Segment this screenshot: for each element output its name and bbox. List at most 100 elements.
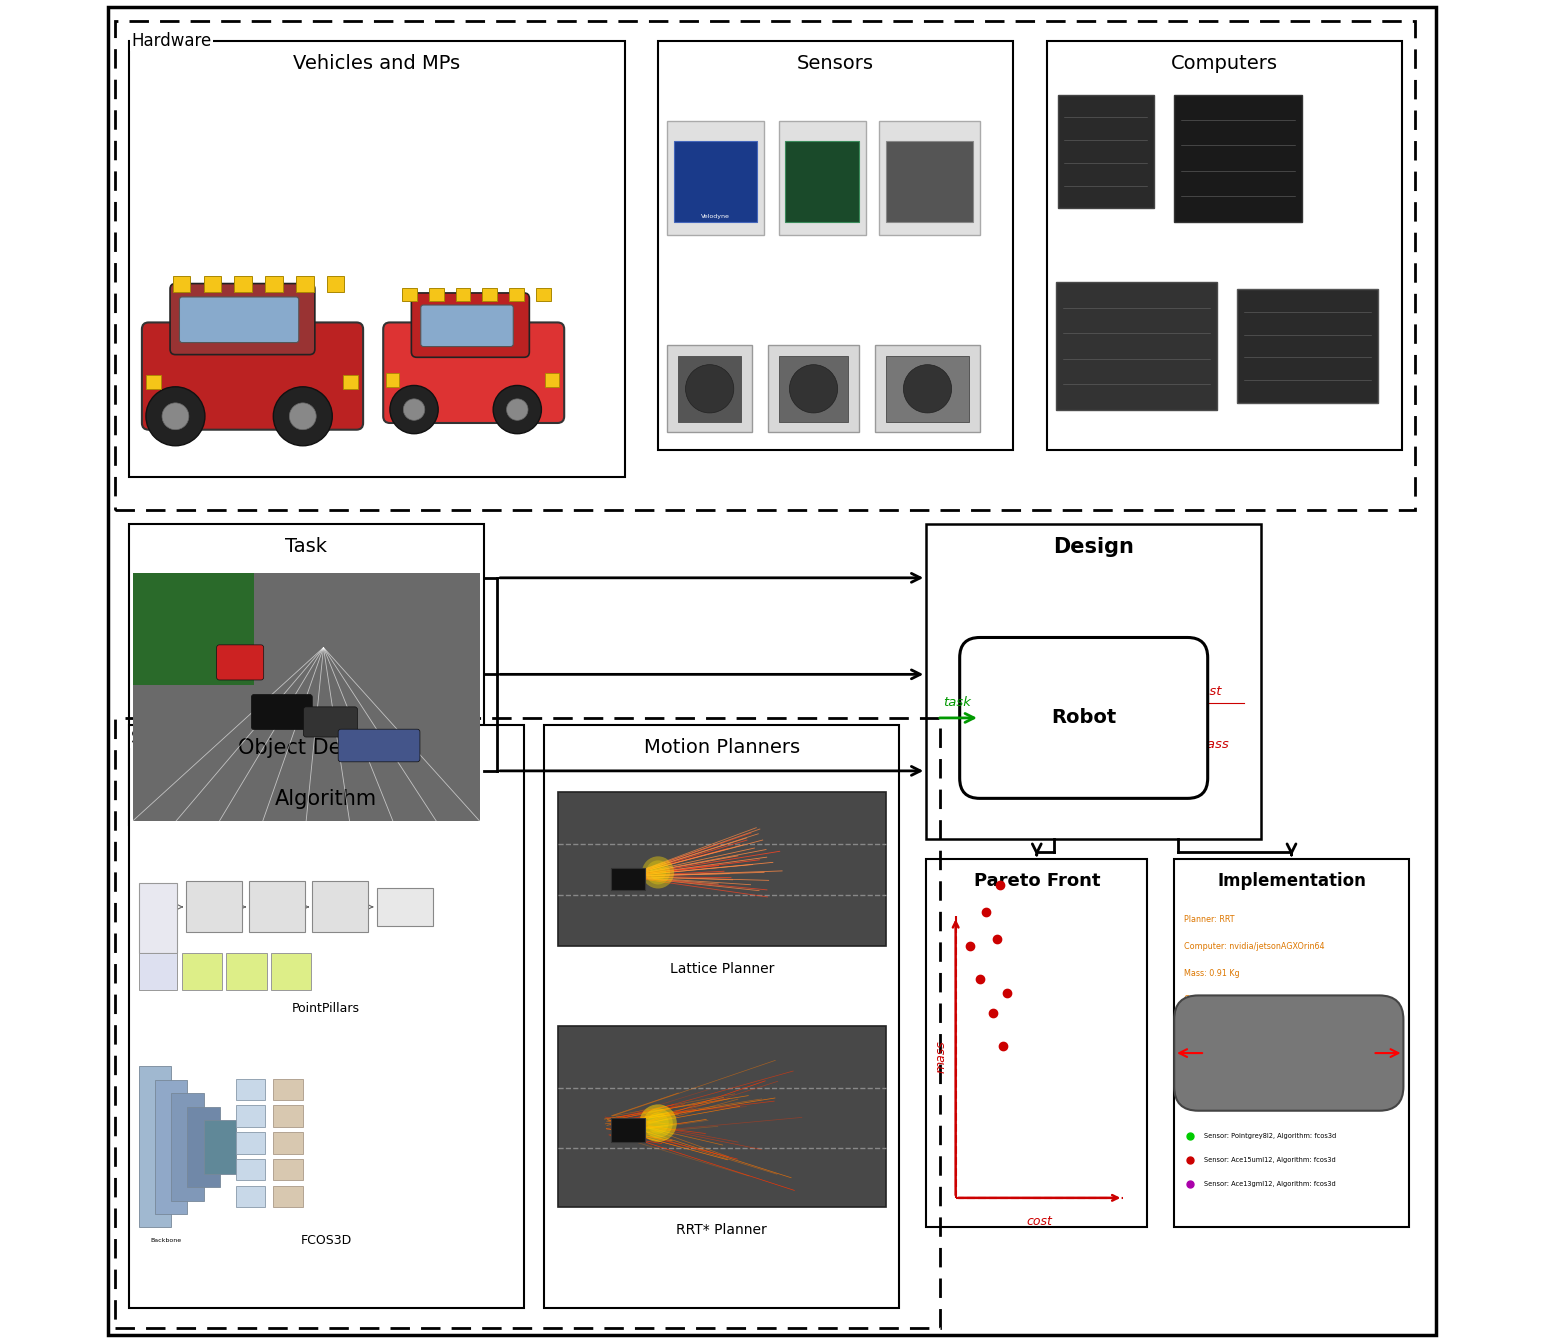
Text: Task: Task — [286, 537, 327, 556]
Text: task: task — [943, 695, 971, 709]
Bar — [482, 287, 497, 301]
FancyBboxPatch shape — [133, 573, 255, 684]
Bar — [270, 953, 310, 990]
Bar — [545, 373, 559, 386]
Text: Backbone
(2D CNN): Backbone (2D CNN) — [264, 902, 290, 913]
Text: Sensor: Ace13gml12, Algorithm: fcos3d: Sensor: Ace13gml12, Algorithm: fcos3d — [1204, 1181, 1336, 1188]
Bar — [343, 374, 358, 389]
Text: Pareto Front: Pareto Front — [974, 872, 1099, 890]
Bar — [778, 356, 848, 421]
Bar — [273, 1159, 303, 1181]
Circle shape — [273, 386, 332, 446]
Circle shape — [403, 399, 425, 420]
Text: Lattice Planner: Lattice Planner — [670, 962, 774, 976]
FancyBboxPatch shape — [411, 293, 530, 357]
Bar — [173, 275, 190, 291]
Text: Planner: RRT: Planner: RRT — [1184, 915, 1234, 925]
Text: mass: mass — [934, 1040, 948, 1074]
Bar — [273, 1186, 303, 1208]
Text: Pseudo
image: Pseudo image — [283, 966, 300, 977]
Text: cost: cost — [1027, 1216, 1053, 1228]
Bar — [273, 1079, 303, 1100]
Bar — [116, 718, 940, 1327]
Bar — [510, 287, 523, 301]
Bar — [667, 345, 752, 432]
Circle shape — [647, 1113, 669, 1134]
Text: P6: P6 — [247, 1168, 253, 1172]
Text: Algorithm: Algorithm — [275, 789, 377, 809]
Text: Velodyne: Velodyne — [701, 215, 730, 219]
Bar — [886, 141, 973, 221]
Text: P4: P4 — [247, 1114, 253, 1119]
Bar — [1047, 40, 1402, 450]
Bar — [273, 1133, 303, 1154]
Text: Cost: 55774.0 CHF: Cost: 55774.0 CHF — [1184, 996, 1258, 1004]
Text: Robot: Robot — [1051, 709, 1116, 727]
Text: Backbone: Backbone — [150, 1239, 182, 1243]
Bar — [377, 888, 432, 926]
Circle shape — [639, 1104, 676, 1142]
Text: cost: cost — [1195, 684, 1221, 698]
Circle shape — [789, 365, 838, 413]
Bar — [236, 1159, 266, 1181]
Bar — [1173, 94, 1302, 221]
Text: Pillar
Feature Net: Pillar Feature Net — [198, 902, 230, 913]
Text: Learned
Features: Learned Features — [236, 966, 256, 977]
Bar — [678, 356, 741, 421]
Bar — [139, 953, 176, 990]
FancyBboxPatch shape — [252, 694, 312, 730]
Bar — [557, 1027, 886, 1208]
FancyBboxPatch shape — [142, 322, 363, 429]
Text: mass: mass — [1195, 738, 1229, 752]
Bar — [116, 21, 1416, 510]
Bar — [1058, 94, 1153, 208]
Text: Point
cloud: Point cloud — [151, 913, 165, 923]
Circle shape — [645, 860, 670, 884]
Bar — [767, 345, 858, 432]
Text: Implementation: Implementation — [1217, 872, 1366, 890]
Text: Stacked
Pillars: Stacked Pillars — [193, 966, 212, 977]
Bar — [236, 1133, 266, 1154]
Bar — [182, 953, 222, 990]
Bar — [543, 725, 899, 1308]
Bar — [128, 523, 483, 825]
Text: Predictions: Predictions — [389, 905, 420, 910]
Circle shape — [162, 403, 188, 429]
Text: Software: Software — [131, 729, 204, 746]
FancyBboxPatch shape — [960, 637, 1207, 798]
Bar — [187, 882, 242, 933]
FancyBboxPatch shape — [170, 283, 315, 354]
Text: Head: Head — [281, 1141, 295, 1145]
Bar — [236, 1186, 266, 1208]
Text: Computer: nvidia/jetsonAGXOrin64: Computer: nvidia/jetsonAGXOrin64 — [1184, 942, 1325, 950]
Bar — [879, 121, 980, 235]
Text: P5: P5 — [247, 1141, 253, 1145]
Bar — [156, 1080, 187, 1215]
Circle shape — [903, 365, 951, 413]
Bar — [204, 275, 221, 291]
Bar — [236, 1079, 266, 1100]
Bar — [1237, 289, 1377, 403]
Bar — [128, 40, 624, 476]
FancyBboxPatch shape — [304, 707, 357, 737]
Text: Sensor: Ace15uml12, Algorithm: fcos3d: Sensor: Ace15uml12, Algorithm: fcos3d — [1204, 1157, 1336, 1164]
Text: Mass: 0.91 Kg: Mass: 0.91 Kg — [1184, 969, 1240, 977]
Text: P3: P3 — [247, 1087, 253, 1092]
Text: Sensor: Pointgrey8l2, Algorithm: fcos3d: Sensor: Pointgrey8l2, Algorithm: fcos3d — [1204, 1133, 1336, 1139]
FancyBboxPatch shape — [422, 305, 513, 346]
Text: Vehicles and MPs: Vehicles and MPs — [293, 54, 460, 74]
Bar — [147, 374, 161, 389]
Circle shape — [506, 399, 528, 420]
Bar — [139, 1067, 171, 1228]
Bar — [327, 275, 344, 291]
Bar — [1056, 282, 1217, 409]
Bar — [611, 868, 645, 890]
Text: Detection
Head (SSD): Detection Head (SSD) — [324, 902, 357, 913]
Text: Head: Head — [281, 1087, 295, 1092]
Bar — [266, 275, 283, 291]
Bar — [536, 287, 551, 301]
Text: P7: P7 — [247, 1194, 253, 1198]
Bar — [133, 573, 480, 821]
Text: PointPillars: PointPillars — [292, 1002, 360, 1015]
Circle shape — [644, 1108, 673, 1138]
